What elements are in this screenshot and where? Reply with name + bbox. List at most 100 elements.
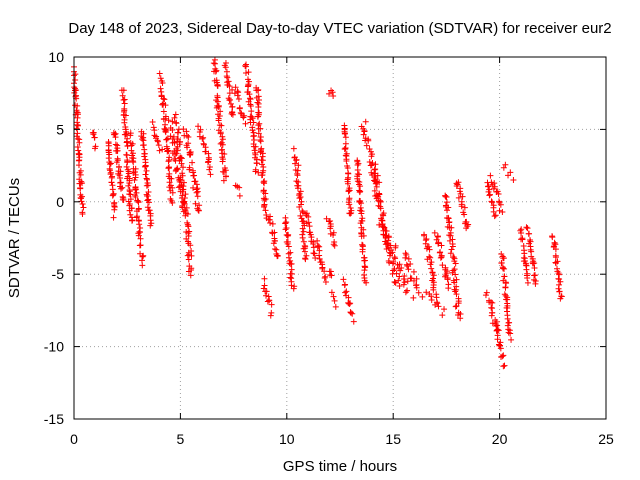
data-point <box>552 246 559 253</box>
data-point <box>453 291 460 298</box>
data-point <box>151 127 158 134</box>
data-point <box>524 225 531 232</box>
data-point <box>271 246 278 252</box>
data-point <box>181 195 188 202</box>
data-point <box>72 77 79 84</box>
data-point <box>483 289 490 296</box>
data-point <box>500 352 507 359</box>
data-point <box>205 158 212 165</box>
data-point <box>229 108 236 115</box>
data-point <box>250 141 257 148</box>
data-point <box>76 139 83 146</box>
data-point <box>288 278 295 285</box>
data-point <box>423 289 430 296</box>
data-point <box>260 187 267 194</box>
data-point <box>242 69 249 76</box>
data-point <box>322 279 329 286</box>
data-point <box>381 224 388 231</box>
data-point <box>119 92 126 99</box>
data-point <box>73 125 80 132</box>
data-point <box>125 170 132 177</box>
data-point <box>249 124 256 131</box>
data-point <box>299 207 306 214</box>
data-point <box>274 253 281 260</box>
data-point <box>200 140 207 147</box>
data-point <box>169 184 176 191</box>
data-point <box>215 115 222 122</box>
data-point <box>183 204 190 211</box>
data-point <box>143 167 150 174</box>
data-point <box>173 166 180 173</box>
data-point <box>524 279 531 286</box>
data-point <box>485 183 492 190</box>
data-point <box>453 303 460 310</box>
data-point <box>487 299 494 306</box>
data-point <box>257 137 264 144</box>
data-point <box>183 128 190 135</box>
data-point <box>441 273 448 280</box>
data-point <box>361 254 368 261</box>
data-point <box>77 184 84 191</box>
data-point <box>332 303 339 310</box>
data-point <box>122 131 129 138</box>
data-point <box>206 166 213 173</box>
data-point <box>346 201 353 208</box>
data-point <box>169 189 176 196</box>
data-point <box>132 186 139 193</box>
data-point <box>427 254 434 261</box>
data-point <box>124 158 131 165</box>
data-point <box>450 267 457 274</box>
data-point <box>329 89 336 96</box>
data-point <box>389 260 396 267</box>
data-point <box>253 159 260 166</box>
data-point <box>491 180 498 187</box>
data-point <box>229 86 236 93</box>
data-point <box>327 217 334 224</box>
data-point <box>502 284 509 291</box>
data-point <box>498 251 505 258</box>
data-point <box>267 219 274 226</box>
data-point <box>141 153 148 160</box>
data-point <box>220 177 227 184</box>
data-point <box>215 103 222 110</box>
data-point <box>427 261 434 268</box>
data-point <box>141 150 148 157</box>
data-point <box>145 196 152 203</box>
data-point <box>225 78 232 85</box>
data-point <box>210 60 217 67</box>
data-point <box>361 275 368 282</box>
data-point <box>359 241 366 248</box>
data-point <box>252 168 259 175</box>
data-point <box>72 85 79 92</box>
data-point <box>235 96 242 103</box>
axis-ticks <box>73 56 607 420</box>
x-tick-labels: 0 5 10 15 20 25 <box>70 431 614 447</box>
data-point <box>448 224 455 231</box>
y-tick-label: -5 <box>52 266 65 282</box>
data-point <box>297 188 304 195</box>
data-point <box>188 252 195 259</box>
data-point <box>154 137 161 144</box>
data-point <box>189 159 196 166</box>
data-point <box>428 265 435 272</box>
data-point <box>303 252 310 259</box>
data-point <box>498 259 505 266</box>
data-point <box>442 192 449 199</box>
data-point <box>342 281 349 288</box>
data-point <box>327 268 334 275</box>
data-point <box>555 285 562 292</box>
data-point <box>112 134 119 141</box>
data-point <box>490 202 497 209</box>
data-point <box>120 196 127 203</box>
data-point <box>358 210 365 217</box>
data-point <box>128 154 135 161</box>
data-point <box>136 242 143 249</box>
data-point <box>226 96 233 103</box>
data-point <box>159 101 166 108</box>
data-point <box>261 275 268 282</box>
data-point <box>457 311 464 318</box>
data-point <box>507 330 514 337</box>
data-point <box>192 200 199 207</box>
data-point <box>191 172 198 179</box>
data-point <box>137 224 144 231</box>
